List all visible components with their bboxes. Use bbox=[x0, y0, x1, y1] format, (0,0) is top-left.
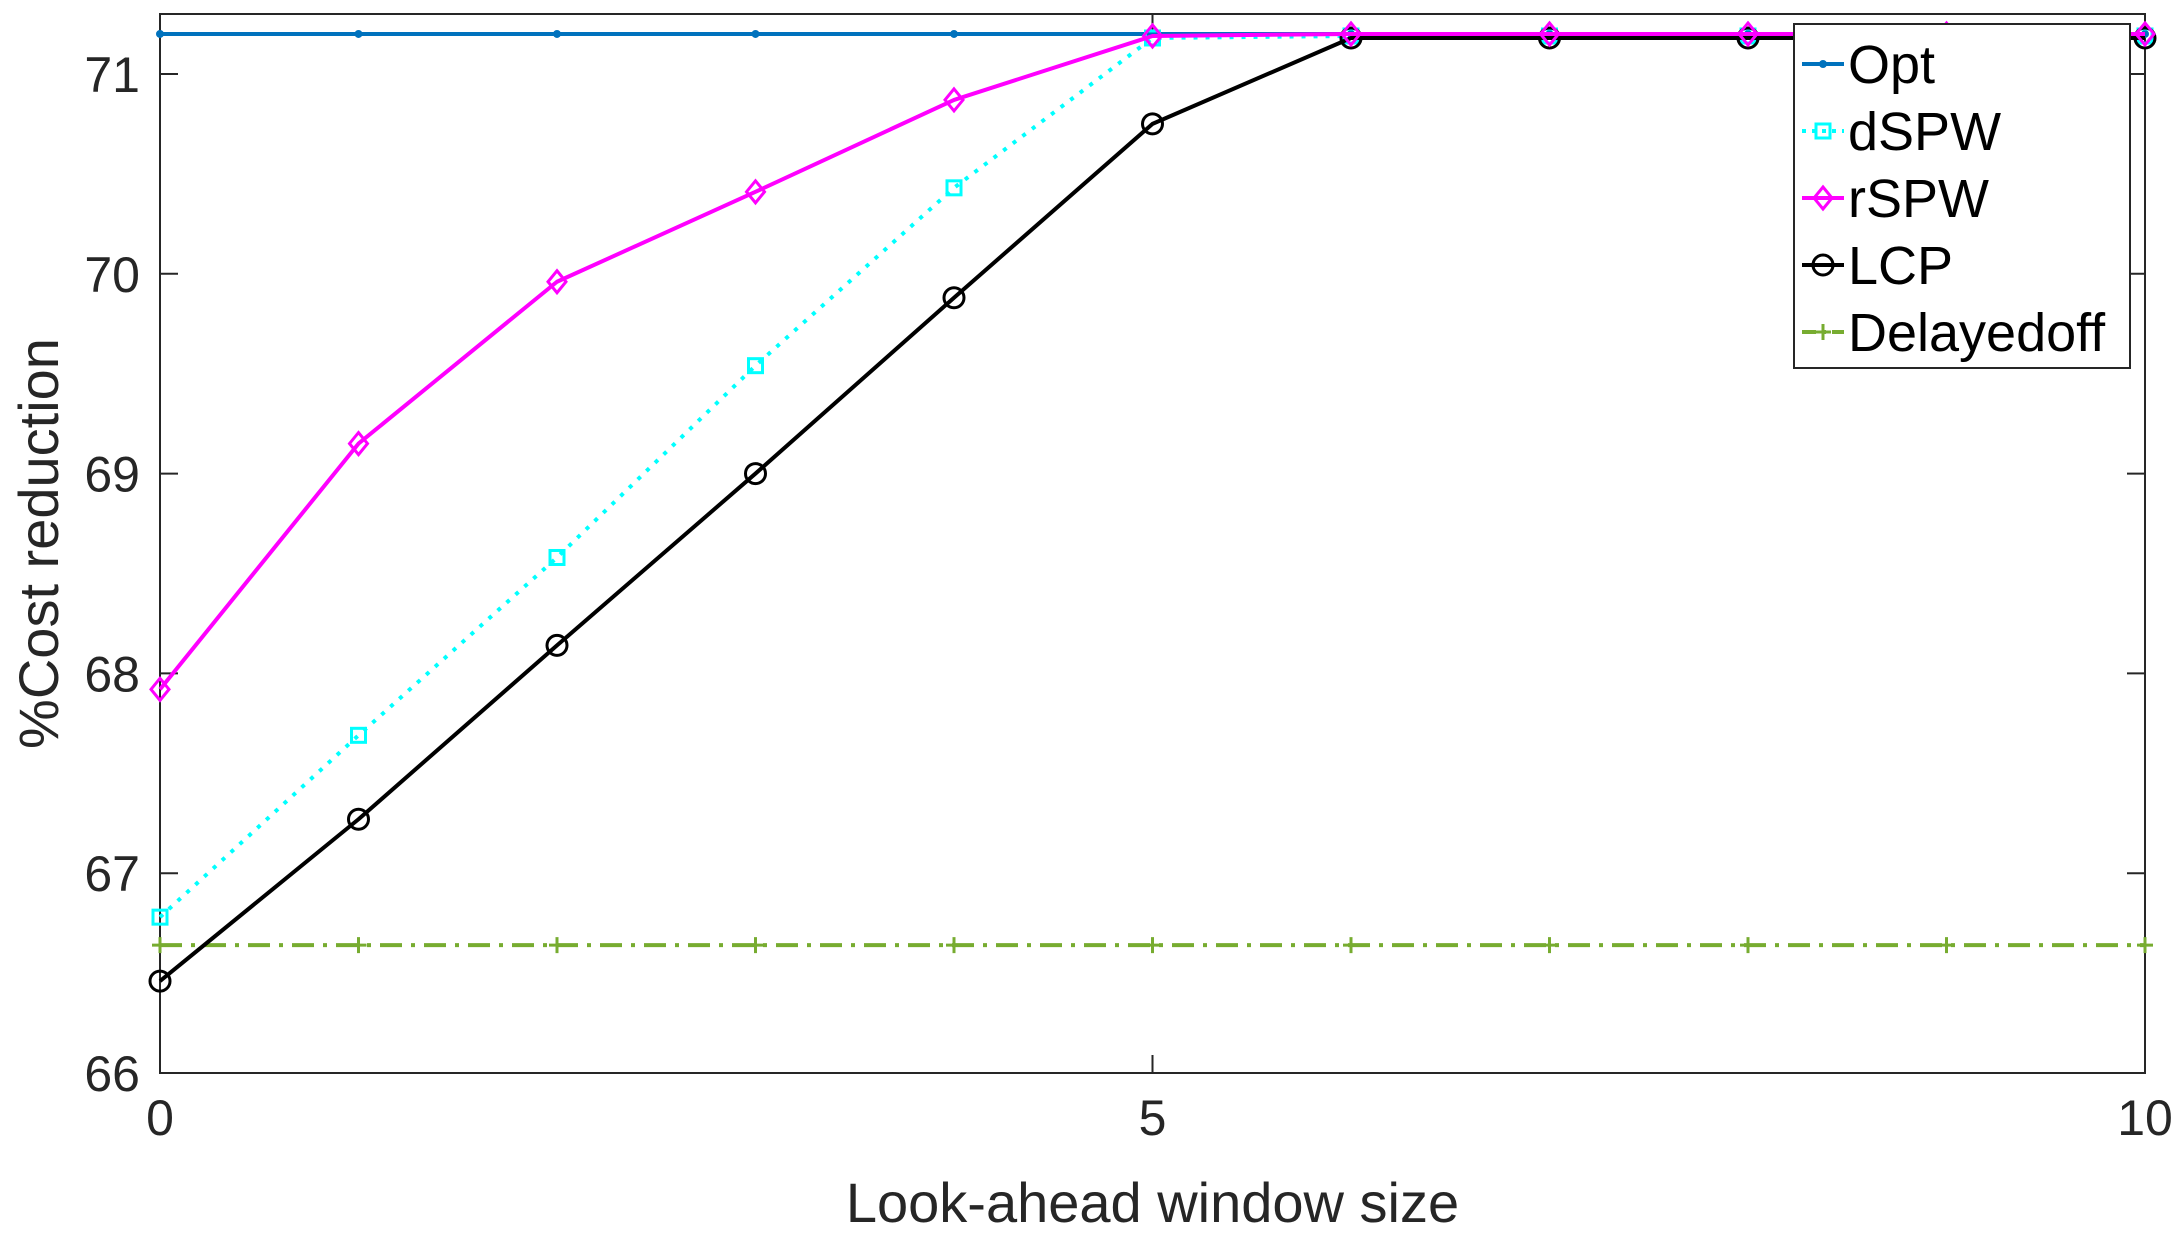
data-point-dspw bbox=[747, 357, 764, 375]
legend-item-delayedoff: Delayedoff bbox=[1802, 303, 2106, 363]
data-point-rspw bbox=[744, 178, 767, 206]
data-point-lcp bbox=[744, 462, 767, 486]
legend-marker bbox=[1819, 60, 1827, 68]
data-point-lcp bbox=[1736, 26, 1760, 50]
data-point-delayedoff bbox=[1740, 937, 1756, 954]
legend-item-rspw: rSPW bbox=[1802, 169, 1989, 229]
data-point-dspw bbox=[945, 179, 963, 197]
data-point-lcp bbox=[1141, 112, 1164, 136]
data-point-dspw bbox=[548, 548, 566, 566]
data-point-dspw bbox=[151, 908, 169, 926]
data-point-opt bbox=[950, 29, 958, 38]
data-point-opt bbox=[354, 29, 363, 38]
data-point-delayedoff bbox=[1541, 937, 1558, 954]
data-point-lcp bbox=[148, 969, 172, 993]
data-point-rspw bbox=[347, 430, 370, 457]
data-point-delayedoff bbox=[2137, 937, 2153, 954]
data-point-lcp bbox=[347, 807, 370, 831]
x-tick-label: 10 bbox=[2117, 1090, 2173, 1146]
x-tick-label: 0 bbox=[146, 1090, 174, 1146]
data-point-delayedoff bbox=[1343, 937, 1359, 954]
y-tick-label: 67 bbox=[84, 846, 140, 902]
data-point-rspw bbox=[1340, 20, 1362, 48]
legend-marker bbox=[1812, 184, 1834, 212]
series-delayedoff bbox=[152, 937, 2153, 954]
legend-label: rSPW bbox=[1848, 169, 1989, 229]
y-tick-label: 70 bbox=[84, 247, 140, 303]
data-point-lcp bbox=[1339, 26, 1363, 50]
legend-item-lcp: LCP bbox=[1802, 236, 1953, 296]
legend-label: Opt bbox=[1848, 35, 1935, 95]
data-point-delayedoff bbox=[152, 937, 168, 954]
legend-marker bbox=[1811, 253, 1835, 277]
series-line-dspw bbox=[158, 33, 2145, 919]
legend-label: dSPW bbox=[1848, 102, 2001, 162]
data-point-opt bbox=[156, 29, 164, 38]
data-point-lcp bbox=[1538, 26, 1561, 50]
data-point-rspw bbox=[1538, 20, 1561, 48]
data-point-opt bbox=[751, 29, 760, 38]
data-point-lcp bbox=[942, 286, 966, 310]
y-tick-labels: 66 67 68 69 70 71 bbox=[84, 47, 140, 1102]
data-point-dspw bbox=[350, 726, 367, 744]
y-tick-label: 69 bbox=[84, 447, 140, 503]
data-point-lcp bbox=[545, 633, 569, 657]
data-point-delayedoff bbox=[350, 937, 367, 954]
x-tick-label: 5 bbox=[1139, 1090, 1167, 1146]
data-point-rspw bbox=[943, 86, 965, 114]
data-point-delayedoff bbox=[1144, 937, 1161, 954]
data-point-rspw bbox=[546, 268, 568, 296]
legend-marker bbox=[1815, 324, 1831, 340]
data-point-rspw bbox=[1141, 22, 1164, 50]
data-point-delayedoff bbox=[549, 937, 565, 954]
x-tick-labels: 0 5 10 bbox=[146, 1090, 2173, 1146]
legend-box bbox=[1793, 23, 2131, 369]
y-tick-label: 68 bbox=[84, 646, 140, 702]
legend: Opt dSPW rSPW LCP Delayedoff bbox=[1793, 23, 2131, 369]
legend-marker bbox=[1814, 122, 1832, 140]
data-point-rspw bbox=[2134, 20, 2156, 48]
y-axis-label: %Cost reduction bbox=[7, 338, 70, 749]
legend-label: Delayedoff bbox=[1848, 303, 2106, 363]
y-tick-label: 66 bbox=[84, 1046, 140, 1102]
data-point-lcp bbox=[2133, 26, 2157, 50]
legend-label: LCP bbox=[1848, 236, 1953, 296]
data-point-delayedoff bbox=[946, 937, 962, 954]
y-tick-label: 71 bbox=[84, 47, 140, 103]
data-point-delayedoff bbox=[1938, 937, 1955, 954]
x-axis-label: Look-ahead window size bbox=[846, 1171, 1459, 1234]
data-point-opt bbox=[553, 29, 561, 38]
legend-item-dspw: dSPW bbox=[1802, 102, 2001, 162]
legend-item-opt: Opt bbox=[1802, 35, 1935, 95]
data-point-rspw bbox=[149, 675, 171, 703]
data-point-rspw bbox=[1737, 20, 1759, 48]
data-point-delayedoff bbox=[747, 937, 764, 954]
